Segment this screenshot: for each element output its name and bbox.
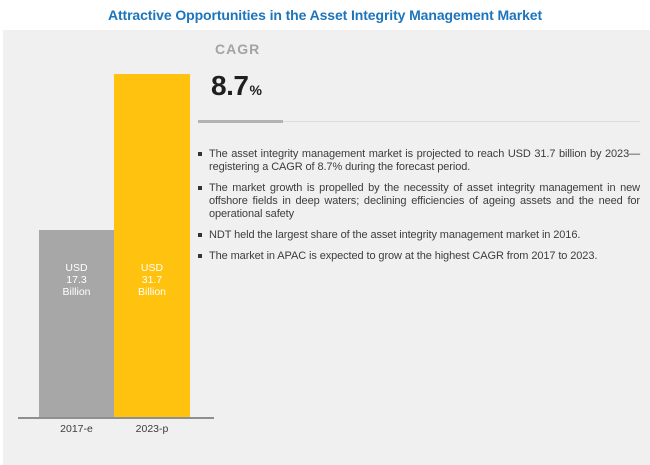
divider-light-segment [283,121,640,122]
bullet-square-icon [198,233,202,237]
bullet-text: The market growth is propelled by the ne… [209,182,640,220]
x-axis-label-2023: 2023-p [135,423,169,435]
list-item: NDT held the largest share of the asset … [198,229,640,242]
cagr-heading: CAGR [215,41,261,57]
x-axis-label-2017: 2017-e [60,423,93,435]
bar-label-line: 31.7 [141,274,163,286]
bar-label-line: Billion [137,286,166,298]
bullet-square-icon [198,152,202,156]
bullet-text: The market in APAC is expected to grow a… [209,250,598,262]
key-insights-list: The asset integrity management market is… [198,148,640,271]
list-item: The asset integrity management market is… [198,148,640,174]
list-item: The market growth is propelled by the ne… [198,182,640,221]
bar-label-line: USD [140,262,164,274]
bullet-text: NDT held the largest share of the asset … [209,229,581,241]
cagr-percent-sign: % [249,82,262,98]
list-item: The market in APAC is expected to grow a… [198,250,640,263]
cagr-value: 8.7% [211,70,262,102]
bullet-text: The asset integrity management market is… [209,148,640,173]
cagr-number: 8.7 [211,70,249,101]
bar-label-line: 17.3 [66,274,87,286]
page-title: Attractive Opportunities in the Asset In… [107,7,543,23]
divider-line [198,120,640,123]
bullet-square-icon [198,186,202,190]
bar-value-label-2017: USD 17.3 Billion [39,262,114,298]
bar-label-line: Billion [62,286,91,298]
bar-value-label-2023: USD 31.7 Billion [114,262,190,298]
bar-label-line: USD [65,262,88,274]
x-axis-line [18,417,214,419]
divider-dark-segment [198,120,283,123]
bar-2017 [39,230,114,417]
content-panel: USD 17.3 Billion USD 31.7 Billion 2017-e… [3,30,650,465]
market-bar-chart: USD 17.3 Billion USD 31.7 Billion 2017-e… [3,30,650,465]
bar-2023 [114,74,190,417]
bullet-square-icon [198,254,202,258]
